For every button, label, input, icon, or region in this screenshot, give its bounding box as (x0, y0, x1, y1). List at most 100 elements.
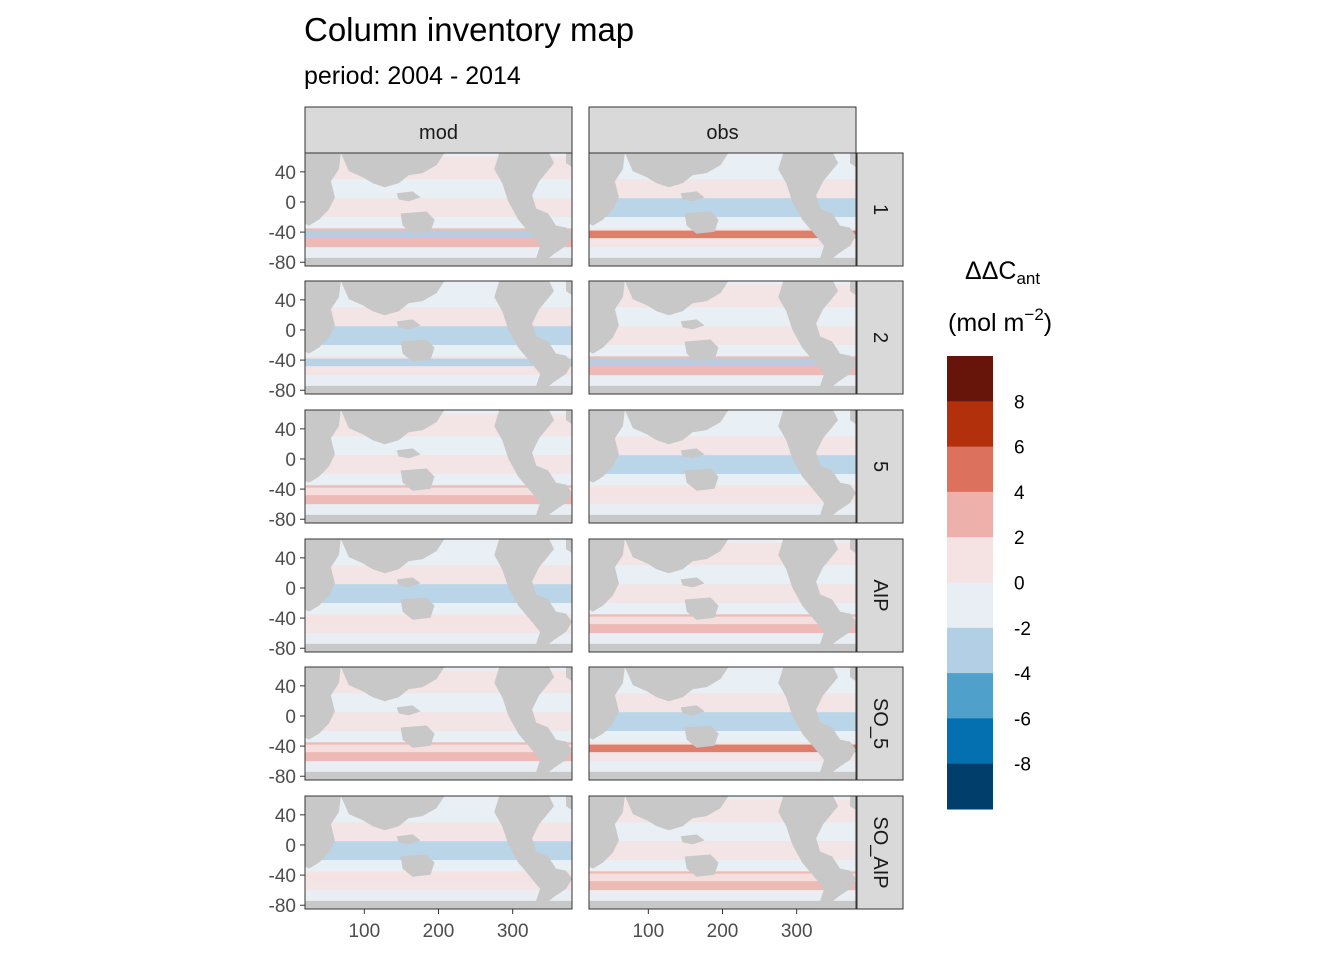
panel-band (589, 198, 856, 218)
y-tick-label: -40 (269, 351, 296, 372)
legend-swatch (947, 627, 993, 674)
y-tick-label: -40 (269, 223, 296, 244)
legend-tick-label: 8 (1014, 392, 1025, 413)
panel-band (305, 584, 572, 604)
panel-obs-AIP (588, 538, 857, 653)
y-tick-label: -80 (269, 510, 296, 531)
panel-mod-1 (304, 152, 573, 267)
panel-mod-AIP (304, 538, 573, 653)
legend-tick-label: 2 (1014, 528, 1025, 549)
y-tick-label: 0 (285, 321, 296, 342)
panel-obs-5 (588, 409, 857, 524)
legend-tick-label: -8 (1014, 755, 1031, 776)
facet-strip-label-1: 1 (869, 204, 891, 215)
y-tick-label: 40 (275, 420, 296, 441)
panel-border (304, 538, 573, 653)
panel-southern-band (589, 873, 856, 882)
x-tick-label: 200 (423, 921, 455, 942)
x-tick-label: 100 (632, 921, 664, 942)
y-tick-label: -80 (269, 767, 296, 788)
legend-tick-label: -4 (1014, 664, 1031, 685)
facet-strip-label-obs: obs (706, 122, 738, 144)
panel-southern-band (589, 230, 856, 239)
panel-southern-band (305, 616, 572, 625)
panel-obs-SO_5 (588, 666, 857, 781)
y-tick-label: -40 (269, 866, 296, 887)
panel-southern-band (305, 230, 572, 239)
legend-swatch (947, 401, 993, 448)
y-tick-label: 0 (285, 836, 296, 857)
panel-band (589, 731, 856, 743)
panel-mod-SO_AIP (304, 795, 573, 910)
facet-strip-label-AIP: AIP (869, 579, 891, 611)
panel-mod-5 (304, 409, 573, 524)
panel-mod-SO_5 (304, 666, 573, 781)
panel-band (589, 326, 856, 346)
facet-strip-label-mod: mod (419, 122, 458, 144)
facet-strip-5 (856, 409, 904, 524)
y-tick-label: 0 (285, 193, 296, 214)
y-tick-label: -40 (269, 480, 296, 501)
y-tick-label: -80 (269, 639, 296, 660)
legend-swatch (947, 763, 993, 810)
y-tick-label: -40 (269, 609, 296, 630)
legend-unit-superscript: −2 (1024, 305, 1043, 324)
panel-border (304, 280, 573, 395)
legend-tick-label: -2 (1014, 619, 1031, 640)
y-tick-label: 0 (285, 579, 296, 600)
panel-southern-band (305, 873, 572, 882)
panel-band (305, 474, 572, 486)
panel-band (589, 455, 856, 475)
panel-band (589, 860, 856, 872)
panel-southern-band (589, 358, 856, 367)
panel-band (305, 345, 572, 357)
panel-southern-band (305, 487, 572, 496)
legend-unit-close: ) (1044, 309, 1052, 337)
panel-band (305, 217, 572, 229)
x-tick-label: 300 (497, 921, 529, 942)
facet-strip-label-2: 2 (869, 332, 891, 343)
chart-subtitle: period: 2004 - 2014 (304, 62, 521, 90)
panel-southern-band (589, 616, 856, 625)
panel-band (305, 455, 572, 475)
y-tick-label: -80 (269, 896, 296, 917)
legend-swatch (947, 718, 993, 765)
chart-title: Column inventory map (304, 11, 634, 48)
panel-border (588, 666, 857, 781)
facet-strip-AIP (856, 538, 904, 653)
panel-obs-2 (588, 280, 857, 395)
y-tick-label: 0 (285, 450, 296, 471)
legend-swatch (947, 491, 993, 538)
panel-band (305, 326, 572, 346)
y-tick-label: 40 (275, 677, 296, 698)
panel-border (588, 409, 857, 524)
facet-strip-2 (856, 280, 904, 395)
legend-tick-label: -6 (1014, 709, 1031, 730)
y-tick-label: 40 (275, 806, 296, 827)
panel-band (589, 584, 856, 604)
panel-band (589, 217, 856, 229)
facet-strip-obs (588, 106, 857, 154)
y-tick-label: 40 (275, 163, 296, 184)
legend-unit: (mol m−2) (948, 305, 1052, 337)
x-tick-label: 200 (707, 921, 739, 942)
panel-border (304, 409, 573, 524)
panel-southern-band (589, 744, 856, 753)
y-tick-label: -40 (269, 737, 296, 758)
panel-band (305, 198, 572, 218)
panel-mod-2 (304, 280, 573, 395)
panel-southern-band (305, 744, 572, 753)
panel-band (305, 860, 572, 872)
panel-band (305, 841, 572, 861)
legend-swatch (947, 356, 993, 402)
panel-band (305, 731, 572, 743)
legend-title: ΔΔCant (965, 257, 1040, 288)
panel-band (589, 712, 856, 732)
x-tick-label: 100 (348, 921, 380, 942)
panel-band (589, 345, 856, 357)
facet-strip-1 (856, 152, 904, 267)
x-tick-label: 300 (781, 921, 813, 942)
facet-strip-SO_5 (856, 666, 904, 781)
panel-southern-band (589, 487, 856, 496)
